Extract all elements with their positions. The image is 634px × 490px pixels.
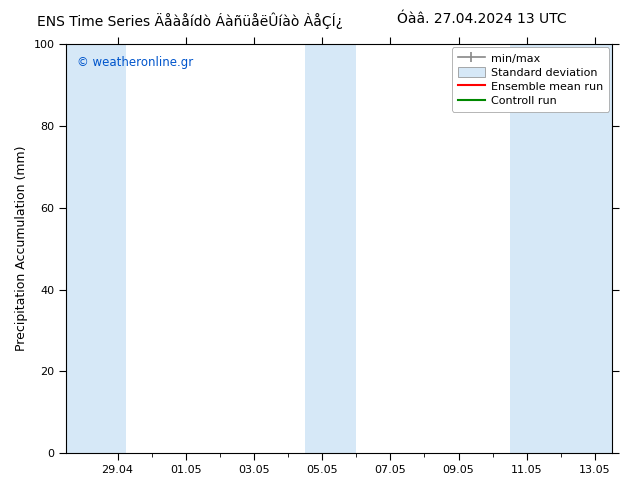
Y-axis label: Precipitation Accumulation (mm): Precipitation Accumulation (mm) <box>15 146 28 351</box>
Bar <box>305 44 356 453</box>
Bar <box>67 44 126 453</box>
Legend: min/max, Standard deviation, Ensemble mean run, Controll run: min/max, Standard deviation, Ensemble me… <box>452 48 609 112</box>
Text: ENS Time Series Äåàåídò ÁàñüåëÛíàò ÀåÇÍ¿: ENS Time Series Äåàåídò ÁàñüåëÛíàò ÀåÇÍ¿ <box>37 12 343 29</box>
Bar <box>510 44 612 453</box>
Text: © weatheronline.gr: © weatheronline.gr <box>77 56 193 69</box>
Text: Óàâ. 27.04.2024 13 UTC: Óàâ. 27.04.2024 13 UTC <box>397 12 567 26</box>
